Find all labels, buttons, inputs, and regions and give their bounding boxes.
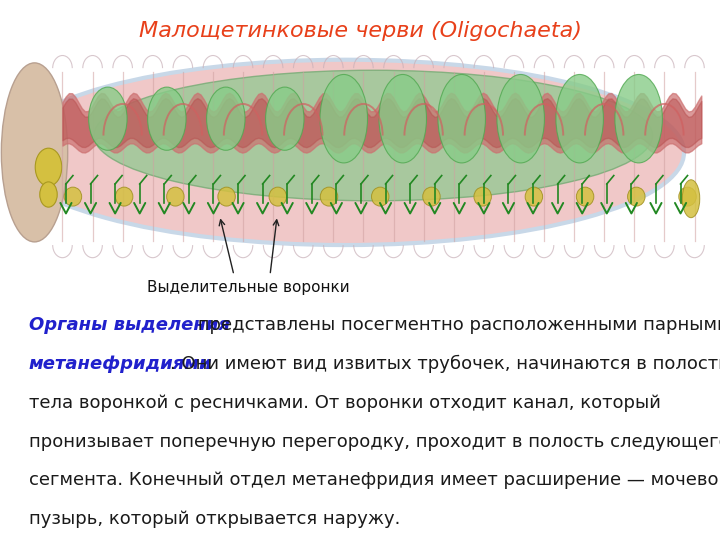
Ellipse shape: [35, 148, 62, 186]
Text: метанефридиями: метанефридиями: [29, 355, 212, 373]
Ellipse shape: [207, 87, 245, 150]
Ellipse shape: [89, 87, 127, 150]
Ellipse shape: [1, 63, 68, 242]
Text: тела воронкой с ресничками. От воронки отходит канал, который: тела воронкой с ресничками. От воронки о…: [29, 394, 661, 411]
Ellipse shape: [497, 75, 544, 163]
Ellipse shape: [40, 182, 57, 207]
Ellipse shape: [525, 187, 543, 206]
Ellipse shape: [218, 187, 235, 206]
Text: представлены посегментно расположенными парными: представлены посегментно расположенными …: [192, 316, 720, 334]
Ellipse shape: [320, 75, 367, 163]
Ellipse shape: [320, 187, 338, 206]
Ellipse shape: [6, 60, 684, 245]
Ellipse shape: [64, 187, 81, 206]
Ellipse shape: [269, 187, 287, 206]
Ellipse shape: [115, 187, 133, 206]
Ellipse shape: [679, 187, 696, 206]
Ellipse shape: [94, 70, 652, 201]
Ellipse shape: [372, 187, 389, 206]
Text: . Они имеют вид извитых трубочек, начинаются в полости: . Они имеют вид извитых трубочек, начина…: [170, 355, 720, 373]
Ellipse shape: [266, 87, 304, 150]
Text: Органы выделения: Органы выделения: [29, 316, 230, 334]
Text: Малощетинковые черви (Oligochaeta): Малощетинковые черви (Oligochaeta): [138, 21, 582, 40]
Ellipse shape: [683, 180, 700, 218]
Ellipse shape: [577, 187, 594, 206]
Ellipse shape: [379, 75, 426, 163]
Text: пронизывает поперечную перегородку, проходит в полость следующего: пронизывает поперечную перегородку, прох…: [29, 433, 720, 450]
Text: Выделительные воронки: Выделительные воронки: [147, 280, 350, 295]
Text: сегмента. Конечный отдел метанефридия имеет расширение — мочевой: сегмента. Конечный отдел метанефридия им…: [29, 471, 720, 489]
Ellipse shape: [166, 187, 184, 206]
Ellipse shape: [556, 75, 603, 163]
Ellipse shape: [628, 187, 645, 206]
Ellipse shape: [474, 187, 491, 206]
Ellipse shape: [423, 187, 440, 206]
Ellipse shape: [615, 75, 662, 163]
Text: пузырь, который открывается наружу.: пузырь, который открывается наружу.: [29, 510, 400, 528]
Ellipse shape: [438, 75, 485, 163]
Ellipse shape: [148, 87, 186, 150]
